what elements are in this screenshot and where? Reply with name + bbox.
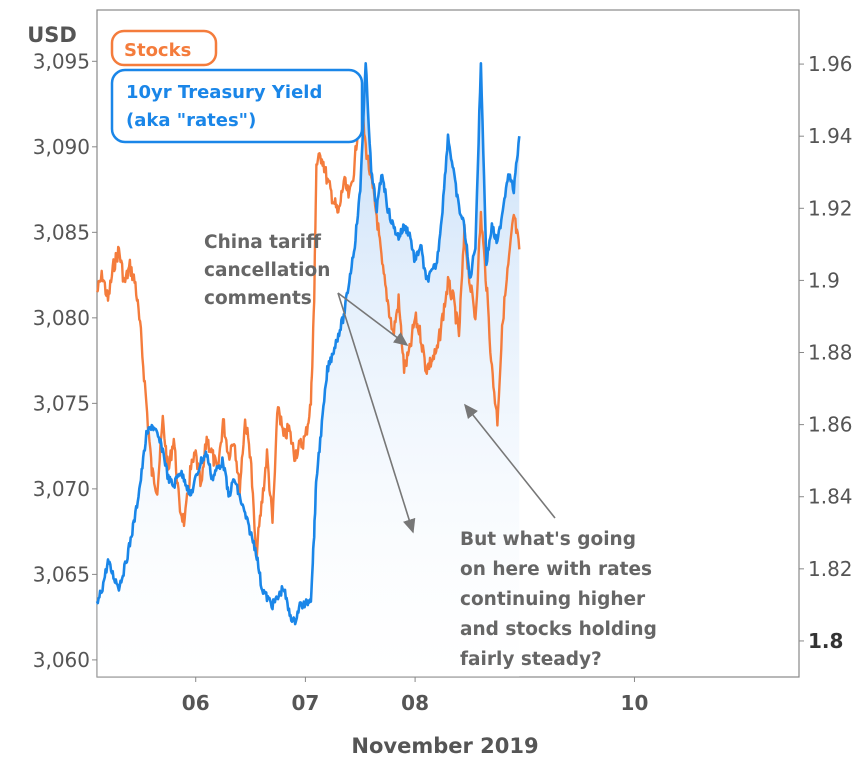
- y-left-tick-label: 3,095: [33, 49, 90, 73]
- stocks-line: [95, 94, 521, 559]
- annotation-rates-line-2: on here with rates: [460, 559, 652, 580]
- legend-rates-line-2: (aka "rates"): [126, 110, 256, 131]
- annotation-china-line-2: cancellation: [204, 260, 330, 281]
- y-left-tick-label: 3,085: [33, 220, 90, 244]
- x-axis-title: November 2019: [351, 734, 538, 758]
- annotation-china: China tariff cancellation comments: [204, 232, 416, 534]
- y-left-tick-label: 3,080: [33, 306, 90, 330]
- legend-rates-box: [110, 68, 364, 144]
- y-left-ticks: 3,095 3,090 3,085 3,080 3,075 3,070 3,065 3,060: [33, 49, 97, 672]
- x-tick-label: 10: [621, 691, 649, 715]
- annotation-rates-line-1: But what's going: [460, 529, 636, 550]
- y-left-tick-label: 3,070: [33, 477, 90, 501]
- y-right-tick-label: 1.9: [808, 268, 840, 292]
- annotation-china-line-1: China tariff: [204, 232, 322, 253]
- x-tick-label: 06: [182, 691, 210, 715]
- annotation-rates: But what's going on here with rates cont…: [460, 403, 657, 670]
- legend-rates-label: 10yr Treasury Yield (aka "rates"): [126, 82, 329, 131]
- rates-line: [95, 62, 521, 626]
- annotation-rates-arrow: [464, 403, 556, 519]
- y-right-tick-label: 1.92: [808, 196, 853, 220]
- legend-stocks-box: [110, 29, 218, 67]
- y-right-tick-label: 1.88: [808, 341, 853, 365]
- y-right-tick-label: 1.82: [808, 557, 853, 581]
- y-right-ticks: 1.96 1.94 1.92 1.9 1.88 1.86 1.84 1.82 1.8: [799, 52, 853, 653]
- y-left-tick-label: 3,075: [33, 391, 90, 415]
- annotation-rates-line-4: and stocks holding: [460, 619, 657, 640]
- x-ticks: 06 07 08 10: [182, 677, 649, 715]
- y-right-tick-label: 1.8: [808, 629, 843, 653]
- legend: Stocks 10yr Treasury Yield (aka "rates"): [110, 29, 364, 144]
- y-right-tick-label: 1.96: [808, 52, 853, 76]
- annotation-china-arrow-1: [337, 292, 409, 346]
- legend-stocks-label: Stocks: [124, 40, 191, 61]
- y-left-axis-title: USD: [27, 23, 77, 47]
- x-tick-label: 08: [401, 691, 429, 715]
- y-left-tick-label: 3,065: [33, 562, 90, 586]
- y-left-tick-label: 3,090: [33, 135, 90, 159]
- y-right-tick-label: 1.86: [808, 413, 853, 437]
- annotation-china-line-3: comments: [204, 288, 312, 309]
- annotation-rates-line-5: fairly steady?: [460, 649, 602, 670]
- y-left-tick-label: 3,060: [33, 648, 90, 672]
- y-right-tick-label: 1.94: [808, 124, 853, 148]
- legend-rates-line-1: 10yr Treasury Yield: [126, 82, 322, 103]
- annotation-rates-line-3: continuing higher: [460, 589, 646, 610]
- y-right-tick-label: 1.84: [808, 485, 853, 509]
- annotation-china-arrow-2: [337, 292, 416, 534]
- x-tick-label: 07: [291, 691, 319, 715]
